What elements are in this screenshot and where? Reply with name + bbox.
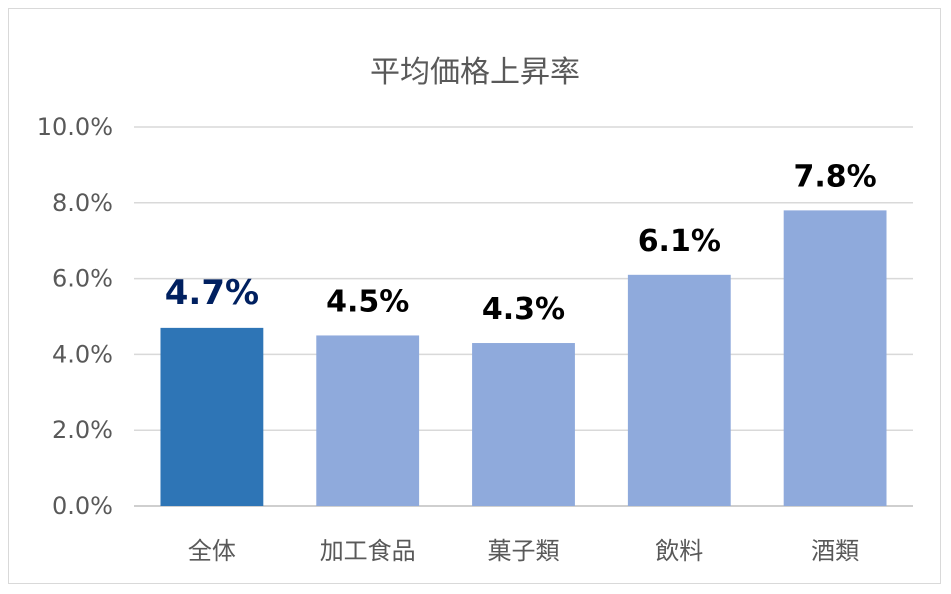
y-tick-label: 4.0% xyxy=(52,340,113,368)
chart-title: 平均価格上昇率 xyxy=(370,55,580,90)
bar xyxy=(160,327,264,506)
category-label: 加工食品 xyxy=(320,537,416,565)
chart-svg: 平均価格上昇率 0.0% 2.0% 4.0% 6.0% 8.0% 10.0% 4.7% 全体… xyxy=(37,55,913,565)
data-label: 4.7% xyxy=(165,273,259,313)
bar xyxy=(783,210,887,506)
y-tick-label: 0.0% xyxy=(52,492,113,520)
category-label: 酒類 xyxy=(811,537,859,565)
data-label: 4.3% xyxy=(482,292,565,327)
data-label: 4.5% xyxy=(326,284,409,319)
data-label: 7.8% xyxy=(793,159,876,194)
grid-layer: 0.0% 2.0% 4.0% 6.0% 8.0% 10.0% xyxy=(37,113,913,520)
y-tick-label: 10.0% xyxy=(37,113,113,141)
y-tick-label: 8.0% xyxy=(52,189,113,217)
y-tick-label: 2.0% xyxy=(52,416,113,444)
category-label: 菓子類 xyxy=(488,537,560,565)
chart-frame: 平均価格上昇率 0.0% 2.0% 4.0% 6.0% 8.0% 10.0% 4.7% 全体… xyxy=(8,8,941,584)
label-layer: 4.7% 全体 4.5% 加工食品 4.3% 菓子類 6.1% 飲料 7.8% 酒類 xyxy=(165,159,877,565)
y-tick-label: 6.0% xyxy=(52,265,113,293)
category-label: 全体 xyxy=(188,537,236,565)
bar xyxy=(316,335,420,506)
bar xyxy=(627,274,731,506)
bar-layer xyxy=(160,210,887,506)
bar xyxy=(472,343,575,506)
data-label: 6.1% xyxy=(638,224,721,259)
category-label: 飲料 xyxy=(655,537,703,565)
